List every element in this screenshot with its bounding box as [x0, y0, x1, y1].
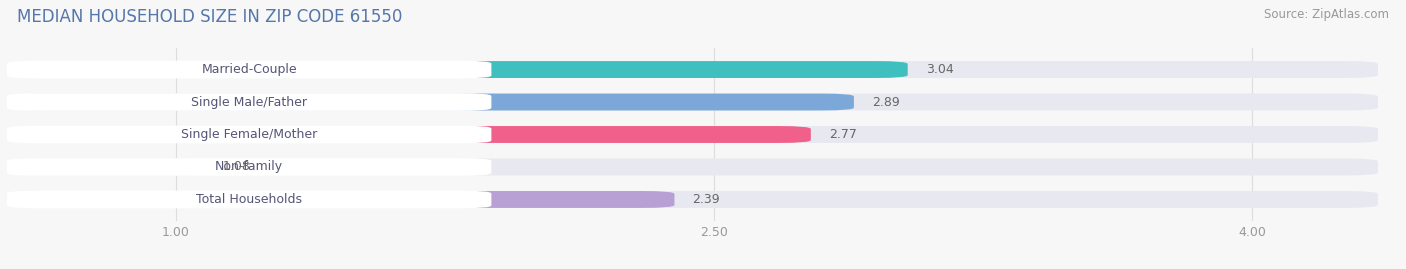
- Text: Single Male/Father: Single Male/Father: [191, 95, 307, 108]
- FancyBboxPatch shape: [7, 158, 492, 176]
- FancyBboxPatch shape: [7, 191, 492, 208]
- Text: 2.39: 2.39: [692, 193, 720, 206]
- FancyBboxPatch shape: [7, 61, 492, 78]
- Text: Non-family: Non-family: [215, 161, 283, 174]
- FancyBboxPatch shape: [14, 191, 1378, 208]
- FancyBboxPatch shape: [14, 158, 1378, 175]
- Text: Source: ZipAtlas.com: Source: ZipAtlas.com: [1264, 8, 1389, 21]
- FancyBboxPatch shape: [14, 158, 204, 175]
- FancyBboxPatch shape: [14, 94, 1378, 111]
- Text: Total Households: Total Households: [197, 193, 302, 206]
- Text: MEDIAN HOUSEHOLD SIZE IN ZIP CODE 61550: MEDIAN HOUSEHOLD SIZE IN ZIP CODE 61550: [17, 8, 402, 26]
- FancyBboxPatch shape: [7, 93, 492, 111]
- Text: 1.08: 1.08: [222, 161, 250, 174]
- FancyBboxPatch shape: [14, 61, 908, 78]
- Text: Married-Couple: Married-Couple: [201, 63, 297, 76]
- FancyBboxPatch shape: [14, 126, 811, 143]
- Text: 2.89: 2.89: [872, 95, 900, 108]
- Text: 3.04: 3.04: [925, 63, 953, 76]
- Text: Single Female/Mother: Single Female/Mother: [181, 128, 318, 141]
- FancyBboxPatch shape: [14, 94, 853, 111]
- FancyBboxPatch shape: [14, 126, 1378, 143]
- FancyBboxPatch shape: [14, 191, 675, 208]
- Text: 2.77: 2.77: [828, 128, 856, 141]
- FancyBboxPatch shape: [7, 126, 492, 143]
- FancyBboxPatch shape: [14, 61, 1378, 78]
